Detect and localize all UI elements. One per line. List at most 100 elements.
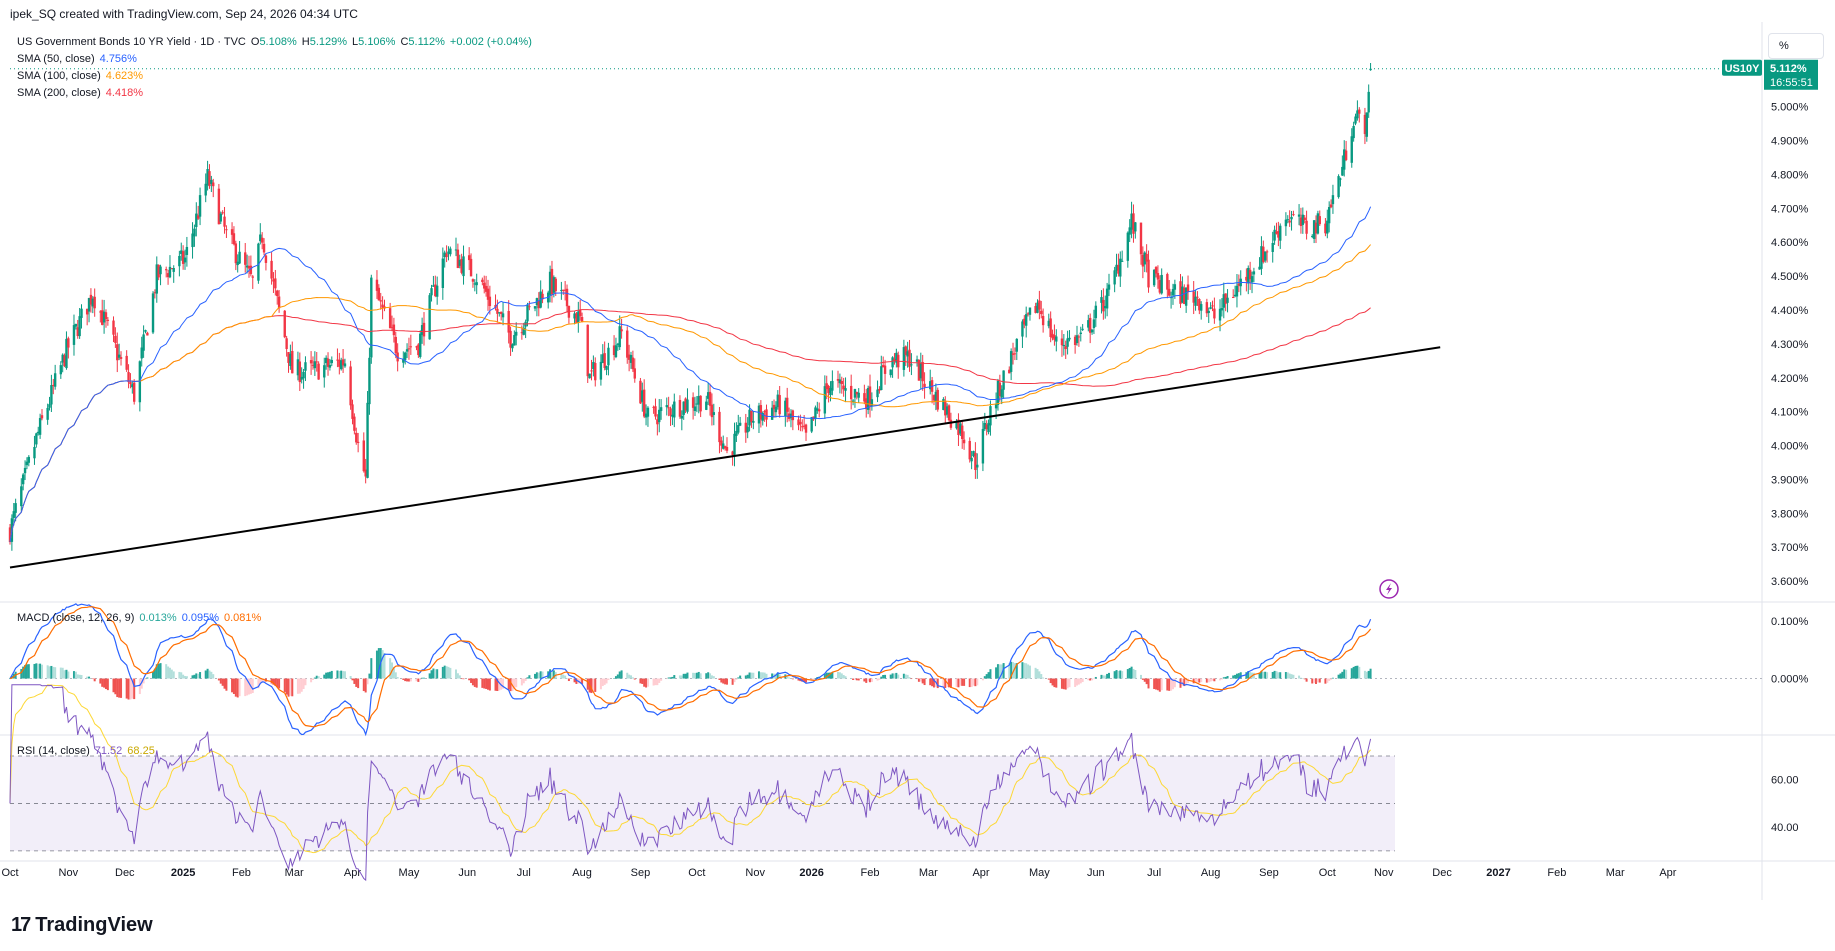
y-tick-label: 4.600% [1771,237,1809,249]
macd-hist-bar [40,664,43,679]
candle-body [336,359,339,361]
macd-hist-bar [46,665,49,679]
candle-body [1023,318,1026,325]
candle-body [1073,336,1077,346]
macd-hist-bar [763,672,766,679]
candle-body [257,243,260,281]
candle-body [323,365,326,378]
candle-body [435,285,439,297]
macd-hist-bar [445,666,448,679]
candle-body [1115,264,1118,271]
candle-body [682,401,685,415]
macd-hist-bar [381,650,384,679]
macd-hist-bar [1077,678,1080,685]
candle-body [840,380,843,385]
candle-body [1260,246,1263,269]
candle-body [35,433,38,445]
candle-body [1040,310,1043,315]
candle-body [1168,288,1171,296]
candle-body [302,371,305,379]
y-tick-label: 4.800% [1771,169,1809,181]
candle-body [612,345,616,356]
candle-body [904,346,907,355]
candle-body [244,252,247,265]
macd-hist-bar [289,678,292,696]
macd-hist-bar [407,678,410,682]
candle-body [889,369,892,376]
tradingview-logo: 17 TradingView [11,914,153,936]
tradingview-logo-icon: 17 [11,914,31,936]
candle-body [315,361,318,363]
macd-hist-bar [931,678,934,687]
macd-hist-bar [919,678,922,682]
macd-hist-bar [725,678,728,685]
candle-body [422,322,426,337]
candle-body [1079,332,1082,334]
macd-hist-bar [823,673,826,679]
candle-body [770,407,774,420]
macd-hist-bar [302,678,305,690]
candle-body [25,461,29,466]
candle-body [356,441,360,443]
candle-body [1196,296,1199,298]
macd-hist-bar [1055,678,1058,688]
macd-hist-bar [699,673,702,679]
candle-body [1192,291,1195,303]
macd-hist-bar [421,677,424,679]
unit-toggle-button[interactable]: % [1768,33,1824,59]
macd-hist-bar [844,676,847,679]
macd-hist-bar [889,674,892,679]
candle-body [731,451,734,456]
macd-hist-bar [481,678,484,688]
macd-hist-bar [594,678,597,692]
macd-hist-bar [731,678,734,685]
macd-hist-bar [317,676,320,679]
macd-hist-bar [131,678,134,699]
macd-hist-bar [697,671,700,679]
macd-hist-bar [605,678,608,684]
macd-hist-bar [116,678,119,698]
macd-hist-bar [76,674,79,679]
macd-hist-bar [1245,672,1248,679]
y-tick-label: 5.000% [1771,102,1809,114]
macd-legend: MACD (close, 12, 26, 9) 0.013% 0.095% 0.081… [17,612,262,624]
candle-body [341,359,345,366]
macd-hist-bar [234,678,237,697]
macd-hist-bar [1237,673,1240,679]
macd-hist-bar [1209,678,1212,682]
macd-hist-bar [103,678,106,688]
candle-body [430,288,433,296]
macd-hist-bar [370,658,373,679]
macd-hist-bar [298,678,301,694]
price-badge-value: 5.112% [1770,63,1807,75]
macd-hist-bar [765,673,768,679]
macd-hist-bar [231,678,234,693]
candle-body [210,179,213,184]
candle-body [488,296,492,307]
macd-hist-bar [362,678,365,692]
candle-body [603,353,606,368]
candle-body [230,229,234,235]
candle-body [458,259,461,266]
macd-hist-bar [35,663,38,679]
macd-hist-bar [1324,678,1327,684]
candle-body [1263,251,1267,261]
candle-body [1075,335,1079,344]
macd-hist-bar [392,666,395,679]
candle-body [415,346,418,348]
candle-body [441,258,445,289]
macd-hist-bar [1258,672,1261,679]
macd-hist-bar [590,678,593,694]
macd-hist-bar [1156,678,1159,691]
candle-body [419,333,422,357]
macd-hist-bar [1066,678,1069,689]
x-tick-label: Dec [1432,867,1452,879]
candle-body [853,389,857,398]
candle-body [1222,294,1225,308]
candle-body [234,243,238,264]
candle-body [801,426,804,428]
macd-hist-bar [1301,678,1304,679]
macd-hist-bar [963,678,966,686]
macd-hist-bar [981,678,984,681]
